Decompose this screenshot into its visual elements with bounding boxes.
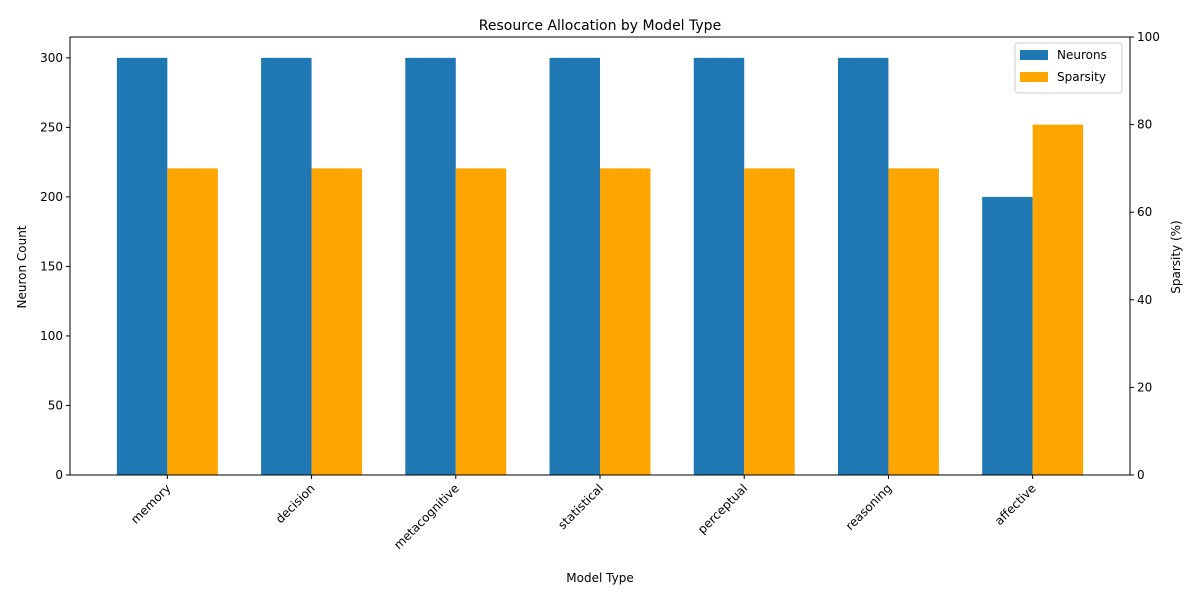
bar-sparsity-statistical bbox=[600, 168, 651, 475]
x-tick-label: statistical bbox=[555, 481, 606, 532]
legend: Neurons Sparsity bbox=[1014, 42, 1123, 94]
y2-tick-label: 80 bbox=[1137, 118, 1152, 132]
y2-tick-label: 100 bbox=[1137, 30, 1160, 44]
bar-sparsity-metacognitive bbox=[455, 168, 507, 475]
x-tick-label: decision bbox=[273, 481, 318, 526]
bar-sparsity-memory bbox=[167, 168, 218, 475]
bar-neurons-perceptual bbox=[693, 57, 745, 475]
bar-neurons-decision bbox=[261, 57, 312, 475]
legend-swatch-neurons bbox=[1020, 50, 1048, 60]
chart-title: Resource Allocation by Model Type bbox=[479, 18, 721, 34]
x-tick-label: metacognitive bbox=[391, 481, 462, 552]
bar-sparsity-affective bbox=[1032, 124, 1084, 475]
y-tick-label: 50 bbox=[48, 398, 63, 412]
bar-sparsity-decision bbox=[311, 168, 363, 475]
x-axis-title: Model Type bbox=[566, 571, 633, 585]
y-axis-title: Neuron Count bbox=[15, 225, 29, 308]
bar-neurons-reasoning bbox=[837, 57, 889, 475]
legend-label-neurons: Neurons bbox=[1057, 48, 1107, 62]
bar-sparsity-reasoning bbox=[888, 168, 939, 475]
y-tick-label: 0 bbox=[55, 468, 63, 482]
bars-layer bbox=[116, 57, 1084, 475]
bar-neurons-affective bbox=[982, 196, 1033, 475]
bar-neurons-memory bbox=[116, 57, 168, 475]
y-tick-label: 200 bbox=[40, 190, 63, 204]
bar-sparsity-perceptual bbox=[744, 168, 795, 475]
y2-tick-label: 60 bbox=[1137, 205, 1152, 219]
x-tick-label: affective bbox=[992, 481, 1039, 528]
y2-tick-label: 40 bbox=[1137, 293, 1152, 307]
y-tick-label: 250 bbox=[40, 120, 63, 134]
x-tick-label: reasoning bbox=[843, 481, 895, 533]
y-tick-label: 150 bbox=[40, 259, 63, 273]
x-tick-label: perceptual bbox=[695, 481, 750, 536]
y-tick-label: 100 bbox=[40, 329, 63, 343]
y2-tick-label: 20 bbox=[1137, 380, 1152, 394]
x-tick-label: memory bbox=[128, 481, 173, 526]
y2-axis-title: Sparsity (%) bbox=[1169, 220, 1183, 294]
legend-label-sparsity: Sparsity bbox=[1057, 70, 1106, 84]
y2-tick-label: 0 bbox=[1137, 468, 1145, 482]
bar-neurons-metacognitive bbox=[405, 57, 456, 475]
y-tick-label: 300 bbox=[40, 51, 63, 65]
legend-swatch-sparsity bbox=[1020, 72, 1048, 82]
bar-neurons-statistical bbox=[549, 57, 600, 475]
